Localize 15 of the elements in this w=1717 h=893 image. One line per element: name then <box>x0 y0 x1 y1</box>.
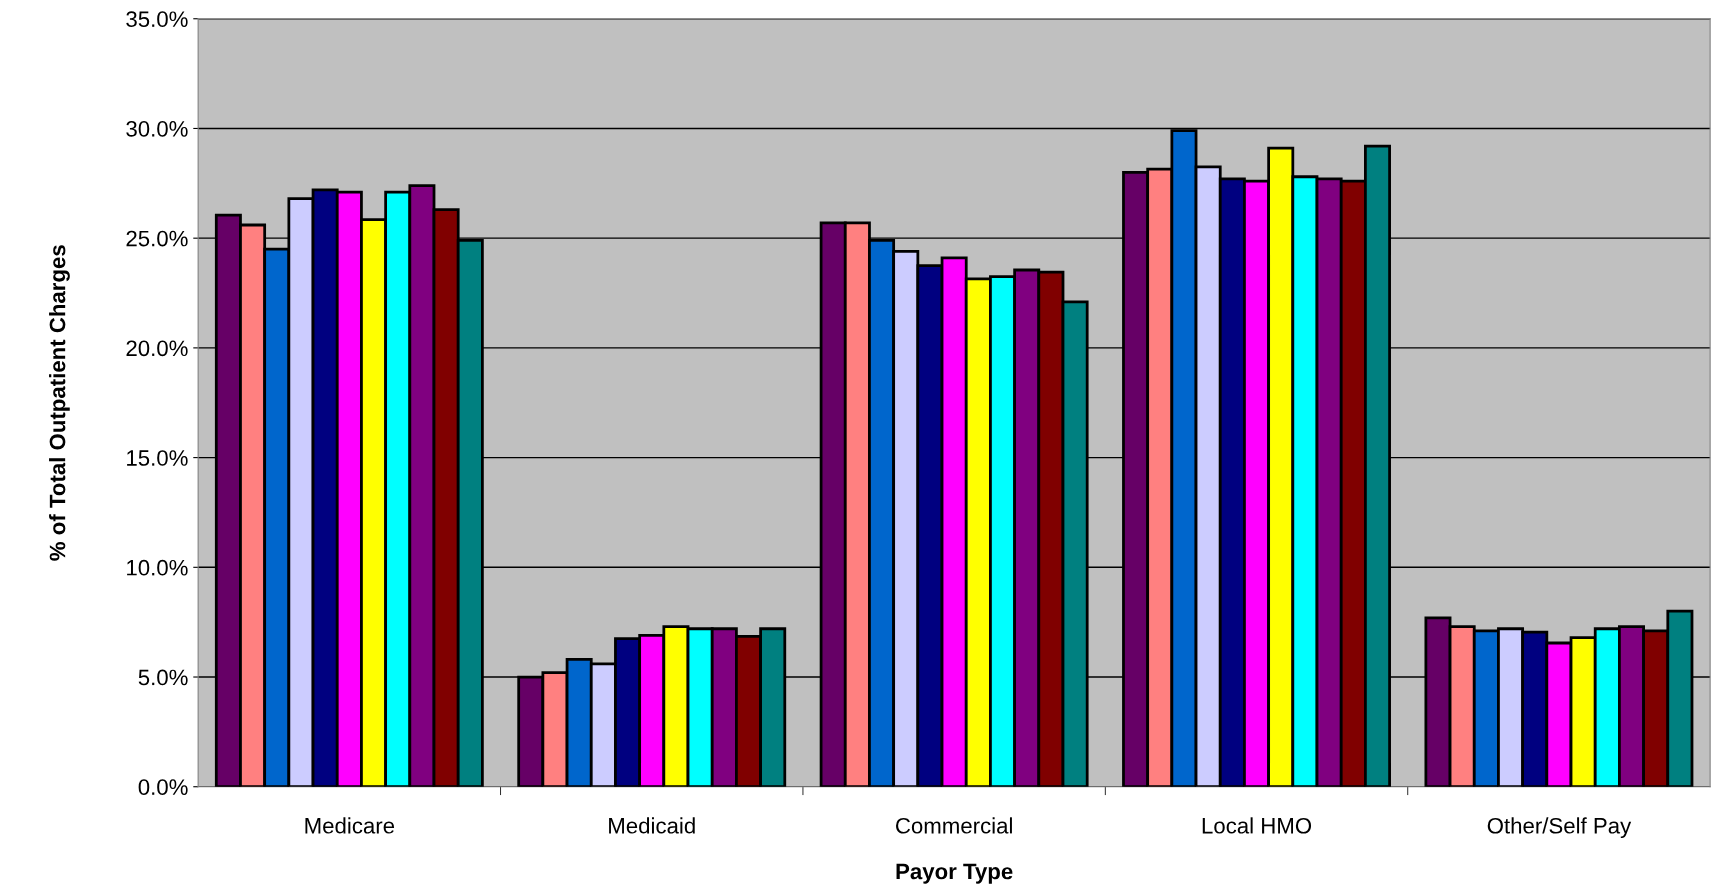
y-tick-label: 25.0% <box>126 230 188 247</box>
y-tick-label: 35.0% <box>126 11 188 28</box>
y-tick-label: 10.0% <box>127 559 188 576</box>
x-tick-label: Local HMO <box>1202 817 1312 834</box>
x-tick-label: Commercial <box>896 817 1012 834</box>
x-tick-label: Medicare <box>305 817 395 834</box>
y-tick-label: 30.0% <box>126 121 188 137</box>
y-tick-label: 20.0% <box>126 340 188 357</box>
x-tick-label: Other/Self Pay <box>1487 817 1632 838</box>
x-axis-title: Payor Type <box>896 863 1013 884</box>
y-tick-label: 0.0% <box>138 779 188 795</box>
x-tick-label: Medicaid <box>609 817 695 834</box>
y-tick-label: 5.0% <box>138 669 188 686</box>
y-tick-label: 15.0% <box>127 450 188 466</box>
y-axis-title: % of Total Outpatient Charges <box>49 245 70 561</box>
